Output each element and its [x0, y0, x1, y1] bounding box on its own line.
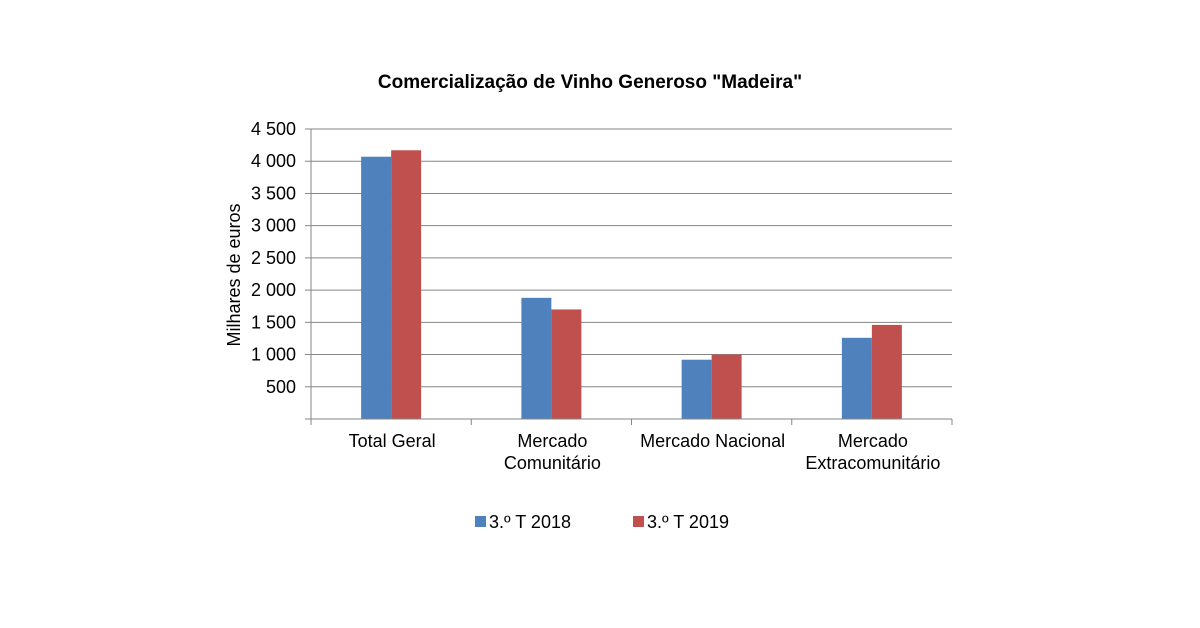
bar	[361, 156, 392, 419]
x-category-label: Mercado	[517, 431, 587, 451]
y-tick-labels: 500 1 000 1 500 2 000 2 500 3 000 3 500 4 000 4 …	[251, 119, 296, 397]
y-tick-label: 1 500	[251, 312, 296, 332]
y-tick-label: 3 500	[251, 183, 296, 203]
y-tick-label: 500	[266, 377, 296, 397]
y-tick-label: 3 000	[251, 216, 296, 236]
legend-swatch	[633, 516, 644, 527]
axes	[305, 128, 953, 425]
y-axis-title: Milhares de euros	[224, 203, 244, 346]
bars	[361, 150, 902, 419]
chart-title: Comercialização de Vinho Generoso "Madei…	[378, 72, 802, 93]
legend-label: 3.º T 2019	[647, 512, 729, 532]
y-tick-label: 2 000	[251, 280, 296, 300]
legend-swatch	[475, 516, 486, 527]
x-category-label: Comunitário	[504, 453, 601, 473]
x-category-label: Mercado	[838, 431, 908, 451]
x-category-label: Total Geral	[349, 431, 436, 451]
x-category-label: Extracomunitário	[805, 453, 940, 473]
bar	[871, 324, 902, 419]
legend-label: 3.º T 2018	[489, 512, 571, 532]
bar	[711, 354, 742, 419]
y-tick-label: 4 500	[251, 119, 296, 139]
bar	[521, 297, 552, 419]
bar	[391, 150, 422, 419]
bar	[681, 359, 712, 419]
y-tick-label: 2 500	[251, 248, 296, 268]
x-category-label: Mercado Nacional	[640, 431, 785, 451]
bar	[551, 309, 582, 419]
legend: 3.º T 2018 3.º T 2019	[475, 512, 729, 532]
y-tick-label: 4 000	[251, 151, 296, 171]
y-tick-label: 1 000	[251, 345, 296, 365]
bar	[841, 337, 872, 419]
